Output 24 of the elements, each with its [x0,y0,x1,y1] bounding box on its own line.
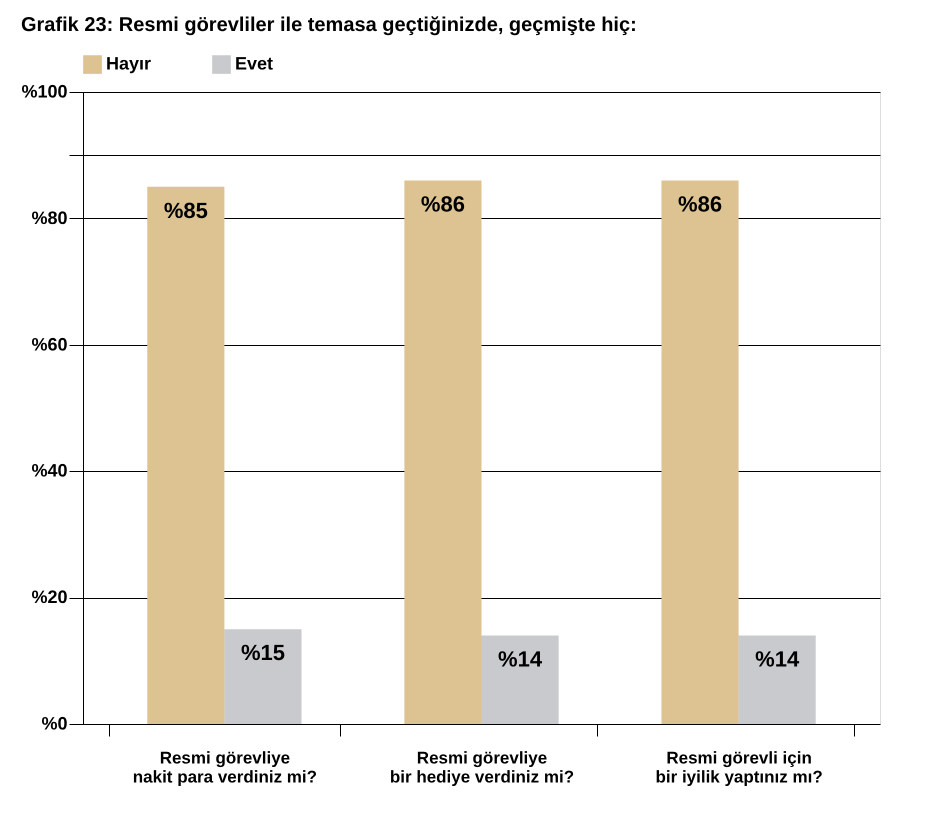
data-label: %14 [498,646,543,672]
bar [738,636,816,724]
legend-label: Evet [235,54,274,74]
data-label: %86 [420,191,465,216]
x-tick-label: Resmi görevli için bir iyilik yaptınız mı? [655,748,823,786]
y-tick-label: %60 [31,334,68,354]
data-label: %85 [164,198,208,223]
bar [482,636,559,724]
bar [661,180,739,724]
x-tick-label: Resmi görevliye nakit para verdiniz mi? [132,748,318,786]
data-label: %14 [755,646,800,672]
bar [224,629,302,724]
bar [147,186,224,724]
y-tick-label: %40 [31,460,68,481]
chart-title: Grafik 23: Resmi görevliler ile temasa geçtiğinizde, geçmişte hiç: [20,14,637,36]
y-tick-label: %100 [21,82,68,102]
x-tick-label: Resmi görevliye bir hediye verdiniz mi? [390,748,574,786]
y-tick-label: %20 [31,587,68,608]
bar [404,180,482,724]
y-tick-label: %80 [31,208,68,228]
data-label: %86 [678,191,722,216]
y-tick-label: %0 [41,714,68,734]
legend-label: Hayır [106,54,152,74]
data-label: %15 [240,640,285,666]
